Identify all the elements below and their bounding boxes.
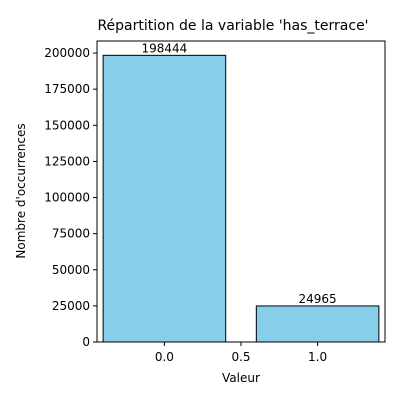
x-tick-label: 0.5 [231,350,250,364]
x-tick-label: 1.0 [308,350,327,364]
chart-title: Répartition de la variable 'has_terrace' [97,18,368,34]
y-tick-label: 200000 [44,46,90,60]
y-axis-title: Nombre d'occurrences [14,123,28,258]
y-tick-label: 125000 [44,154,90,168]
y-tick-label: 100000 [44,191,90,205]
bar-0 [103,55,226,342]
y-tick-label: 175000 [44,82,90,96]
y-tick-label: 75000 [52,227,90,241]
x-axis: 0.0 0.5 1.0 [155,342,327,364]
x-axis-title: Valeur [222,371,260,385]
plot-area: 198444 24965 [103,41,379,342]
y-tick-label: 25000 [52,299,90,313]
y-axis: 0 25000 50000 75000 100000 125000 150000 175000… [44,46,97,349]
bar-1 [256,306,379,342]
y-tick-label: 150000 [44,118,90,132]
y-tick-label: 0 [82,335,90,349]
x-tick-label: 0.0 [155,350,174,364]
bar-value-label-0: 198444 [141,41,187,55]
bar-value-label-1: 24965 [299,292,337,306]
y-tick-label: 50000 [52,263,90,277]
